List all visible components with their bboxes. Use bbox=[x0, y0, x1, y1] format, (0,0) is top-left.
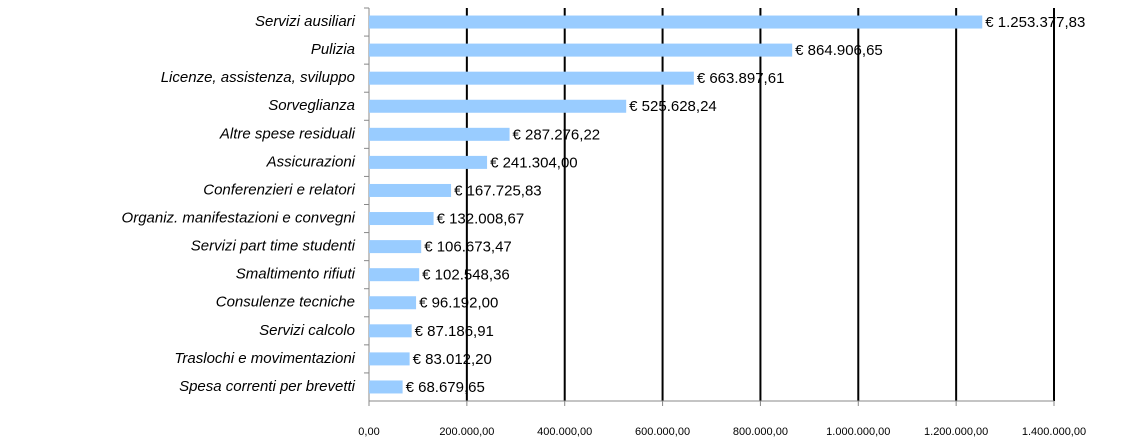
bar bbox=[369, 352, 410, 366]
value-label: € 864.906,65 bbox=[795, 42, 883, 59]
value-label: € 241.304,00 bbox=[490, 154, 578, 171]
value-label: € 663.897,61 bbox=[697, 70, 785, 87]
category-label: Servizi ausiliari bbox=[255, 13, 356, 30]
bar bbox=[369, 268, 420, 282]
bar bbox=[369, 71, 694, 85]
bar bbox=[369, 43, 793, 57]
bar bbox=[369, 324, 412, 338]
category-label: Traslochi e movimentazioni bbox=[174, 350, 355, 367]
value-label: € 287.276,22 bbox=[513, 126, 601, 143]
category-label: Sorveglianza bbox=[268, 97, 355, 114]
value-label: € 87.186,91 bbox=[415, 323, 494, 340]
bar bbox=[369, 240, 422, 254]
category-label: Pulizia bbox=[311, 41, 355, 58]
value-label: € 83.012,20 bbox=[413, 351, 492, 368]
category-label: Licenze, assistenza, sviluppo bbox=[161, 69, 355, 86]
bar bbox=[369, 380, 403, 394]
x-tick-label: 1.200.000,00 bbox=[924, 426, 988, 438]
bar bbox=[369, 15, 983, 29]
category-label: Conferenzieri e relatori bbox=[203, 181, 355, 198]
value-label: € 102.548,36 bbox=[422, 267, 510, 284]
bar bbox=[369, 183, 452, 197]
category-label: Servizi part time studenti bbox=[191, 238, 356, 255]
category-label: Altre spese residuali bbox=[219, 125, 356, 142]
x-tick-label: 1.400.000,00 bbox=[1022, 426, 1086, 438]
value-label: € 1.253.377,83 bbox=[985, 14, 1085, 31]
x-tick-label: 0,00 bbox=[358, 426, 379, 438]
category-label: Spesa correnti per brevetti bbox=[179, 378, 356, 395]
x-tick-label: 800.000,00 bbox=[733, 426, 788, 438]
x-tick-label: 400.000,00 bbox=[537, 426, 592, 438]
bar bbox=[369, 212, 434, 226]
x-tick-label: 200.000,00 bbox=[439, 426, 494, 438]
x-tick-label: 1.000.000,00 bbox=[826, 426, 890, 438]
value-label: € 167.725,83 bbox=[454, 182, 542, 199]
value-label: € 132.008,67 bbox=[437, 211, 525, 228]
bar bbox=[369, 296, 417, 310]
category-label: Assicurazioni bbox=[266, 153, 356, 170]
category-label: Servizi calcolo bbox=[259, 322, 355, 339]
bar bbox=[369, 127, 510, 141]
value-label: € 525.628,24 bbox=[629, 98, 717, 115]
value-label: € 96.192,00 bbox=[419, 295, 498, 312]
category-label: Organiz. manifestazioni e convegni bbox=[122, 210, 356, 227]
category-label: Smaltimento rifiuti bbox=[236, 266, 356, 283]
category-label: Consulenze tecniche bbox=[216, 294, 355, 311]
bar bbox=[369, 155, 488, 169]
x-tick-label: 600.000,00 bbox=[635, 426, 690, 438]
value-label: € 106.673,47 bbox=[424, 239, 512, 256]
value-label: € 68.679,65 bbox=[406, 379, 485, 396]
bar bbox=[369, 99, 627, 113]
